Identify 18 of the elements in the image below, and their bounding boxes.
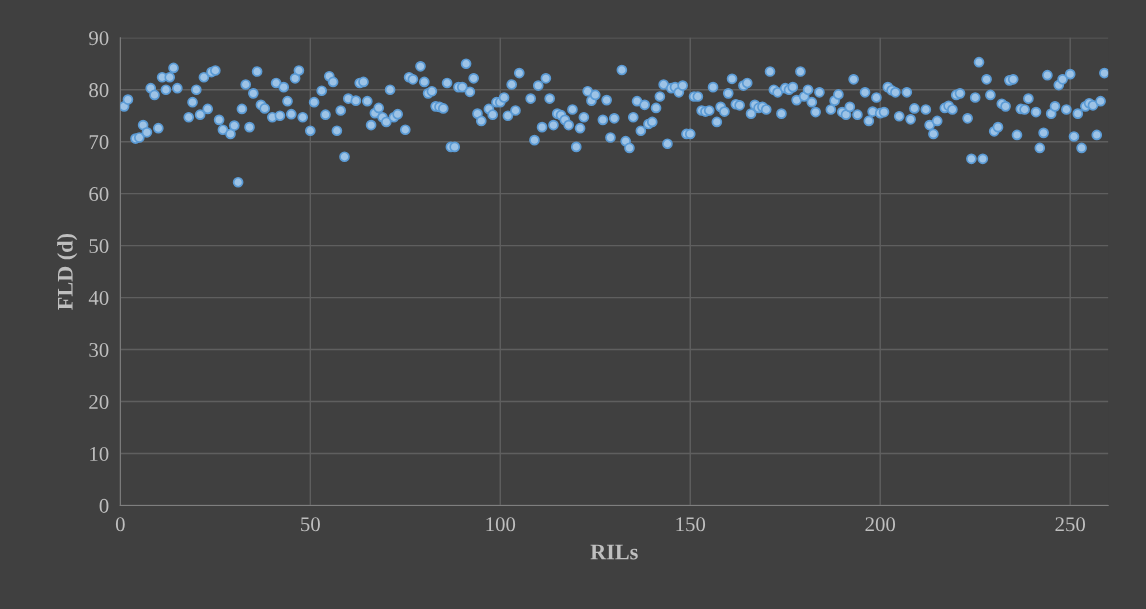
y-tick-label: 50 xyxy=(89,239,109,254)
y-tick-label: 60 xyxy=(89,187,109,202)
y-axis-title: FLD (d) xyxy=(57,234,78,310)
y-tick-label: 20 xyxy=(89,394,109,409)
x-tick-label: 250 xyxy=(1055,517,1086,532)
x-tick-label: 0 xyxy=(115,517,125,532)
x-tick-label: 200 xyxy=(865,517,896,532)
y-tick-label: 30 xyxy=(89,342,109,357)
x-axis-title: RILs xyxy=(590,544,638,560)
x-tick-label: 150 xyxy=(676,517,706,532)
y-tick-label: 10 xyxy=(90,446,109,461)
y-tick-label: 0 xyxy=(99,498,109,513)
x-tick-label: 50 xyxy=(301,517,320,532)
x-tick-label: 100 xyxy=(486,517,516,532)
y-tick-label: 90 xyxy=(89,31,109,46)
y-tick-label: 70 xyxy=(89,135,109,150)
y-tick-label: 80 xyxy=(89,83,109,98)
y-tick-label: 40 xyxy=(88,290,109,306)
